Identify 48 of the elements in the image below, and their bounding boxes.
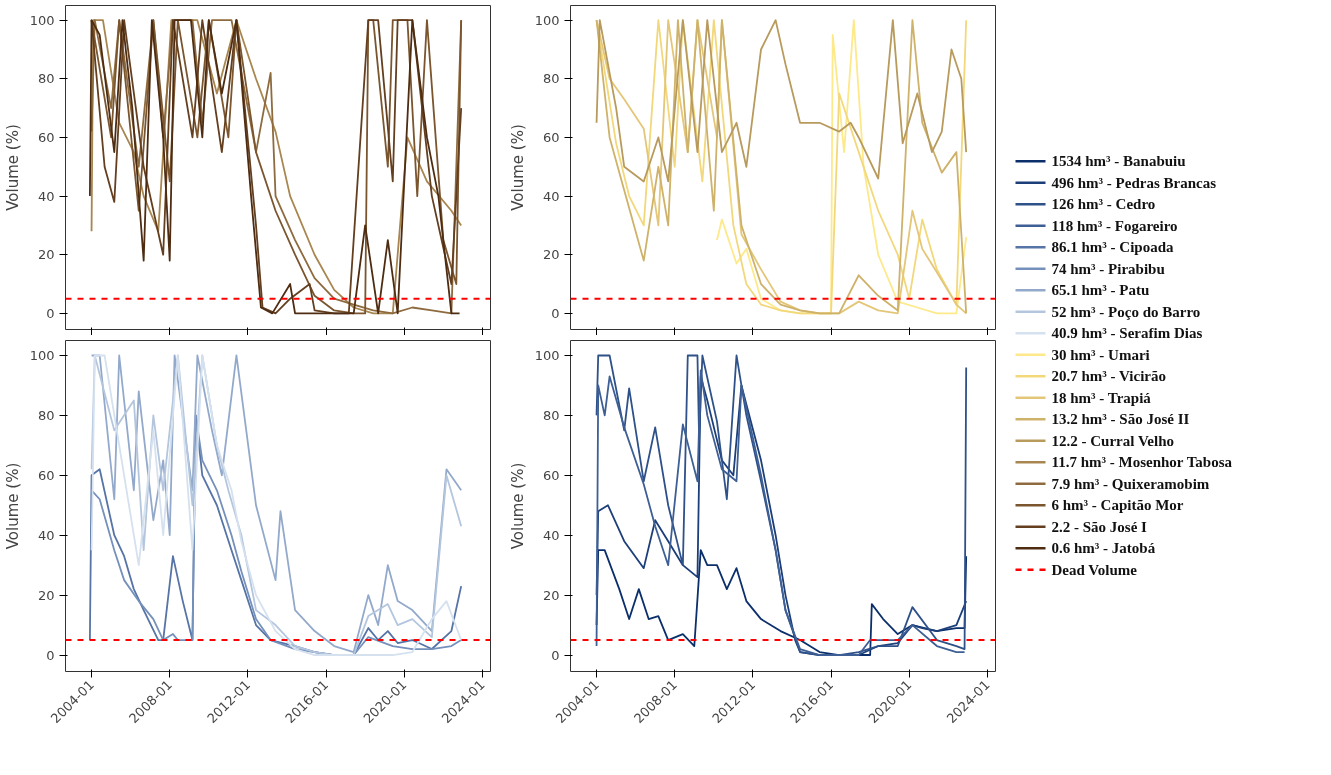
- legend-label: 40.9 hm³ - Serafim Dias: [1051, 325, 1203, 342]
- legend-label: 74 hm³ - Pirabibu: [1051, 260, 1165, 277]
- legend-label: 18 hm³ - Trapiá: [1051, 389, 1152, 406]
- legend-label: 11.7 hm³ - Mosenhor Tabosa: [1051, 454, 1233, 471]
- y-tick-label: 60: [37, 129, 55, 145]
- y-tick-label: 80: [37, 71, 55, 87]
- y-tick-label: 40: [542, 188, 560, 204]
- legend-label: 6 hm³ - Capitão Mor: [1051, 497, 1184, 514]
- y-tick-label: 100: [534, 347, 560, 363]
- y-tick-label: 60: [542, 129, 560, 145]
- legend-label: 86.1 hm³ - Cipoada: [1051, 239, 1175, 256]
- y-tick-label: 20: [37, 247, 55, 263]
- y-tick-label: 40: [37, 188, 55, 204]
- y-axis-title: Volume (%): [3, 124, 22, 211]
- y-tick-label: 100: [29, 12, 55, 28]
- y-tick-label: 0: [46, 305, 55, 321]
- y-tick-label: 40: [37, 527, 55, 543]
- y-tick-label: 0: [551, 647, 560, 663]
- y-tick-label: 100: [29, 347, 55, 363]
- y-tick-label: 100: [534, 12, 560, 28]
- legend-label: 65.1 hm³ - Patu: [1051, 282, 1150, 299]
- y-tick-label: 80: [542, 407, 560, 423]
- y-tick-label: 80: [37, 407, 55, 423]
- legend-label: 7.9 hm³ - Quixeramobim: [1051, 475, 1210, 492]
- legend-label: 13.2 hm³ - São José II: [1051, 411, 1190, 428]
- legend-label: Dead Volume: [1051, 561, 1138, 578]
- legend-label: 126 hm³ - Cedro: [1051, 196, 1156, 213]
- y-tick-label: 40: [542, 527, 560, 543]
- y-tick-label: 60: [542, 467, 560, 483]
- y-tick-label: 20: [542, 247, 560, 263]
- y-axis-title: Volume (%): [508, 124, 527, 211]
- legend-label: 30 hm³ - Umari: [1051, 346, 1150, 363]
- legend-label: 496 hm³ - Pedras Brancas: [1051, 174, 1217, 191]
- y-tick-label: 20: [37, 587, 55, 603]
- legend-label: 1534 hm³ - Banabuiu: [1051, 153, 1186, 170]
- y-tick-label: 20: [542, 587, 560, 603]
- legend-label: 12.2 - Curral Velho: [1051, 432, 1175, 449]
- y-axis-title: Volume (%): [3, 462, 22, 550]
- y-tick-label: 0: [551, 305, 560, 321]
- y-tick-label: 60: [37, 467, 55, 483]
- legend-label: 52 hm³ - Poço do Barro: [1051, 303, 1201, 320]
- legend-label: 20.7 hm³ - Vicirão: [1051, 368, 1166, 385]
- legend-label: 2.2 - São José I: [1051, 518, 1148, 535]
- legend-label: 118 hm³ - Fogareiro: [1051, 217, 1178, 234]
- y-tick-label: 80: [542, 71, 560, 87]
- y-tick-label: 0: [46, 647, 55, 663]
- y-axis-title: Volume (%): [508, 462, 527, 550]
- legend-label: 0.6 hm³ - Jatobá: [1051, 540, 1156, 557]
